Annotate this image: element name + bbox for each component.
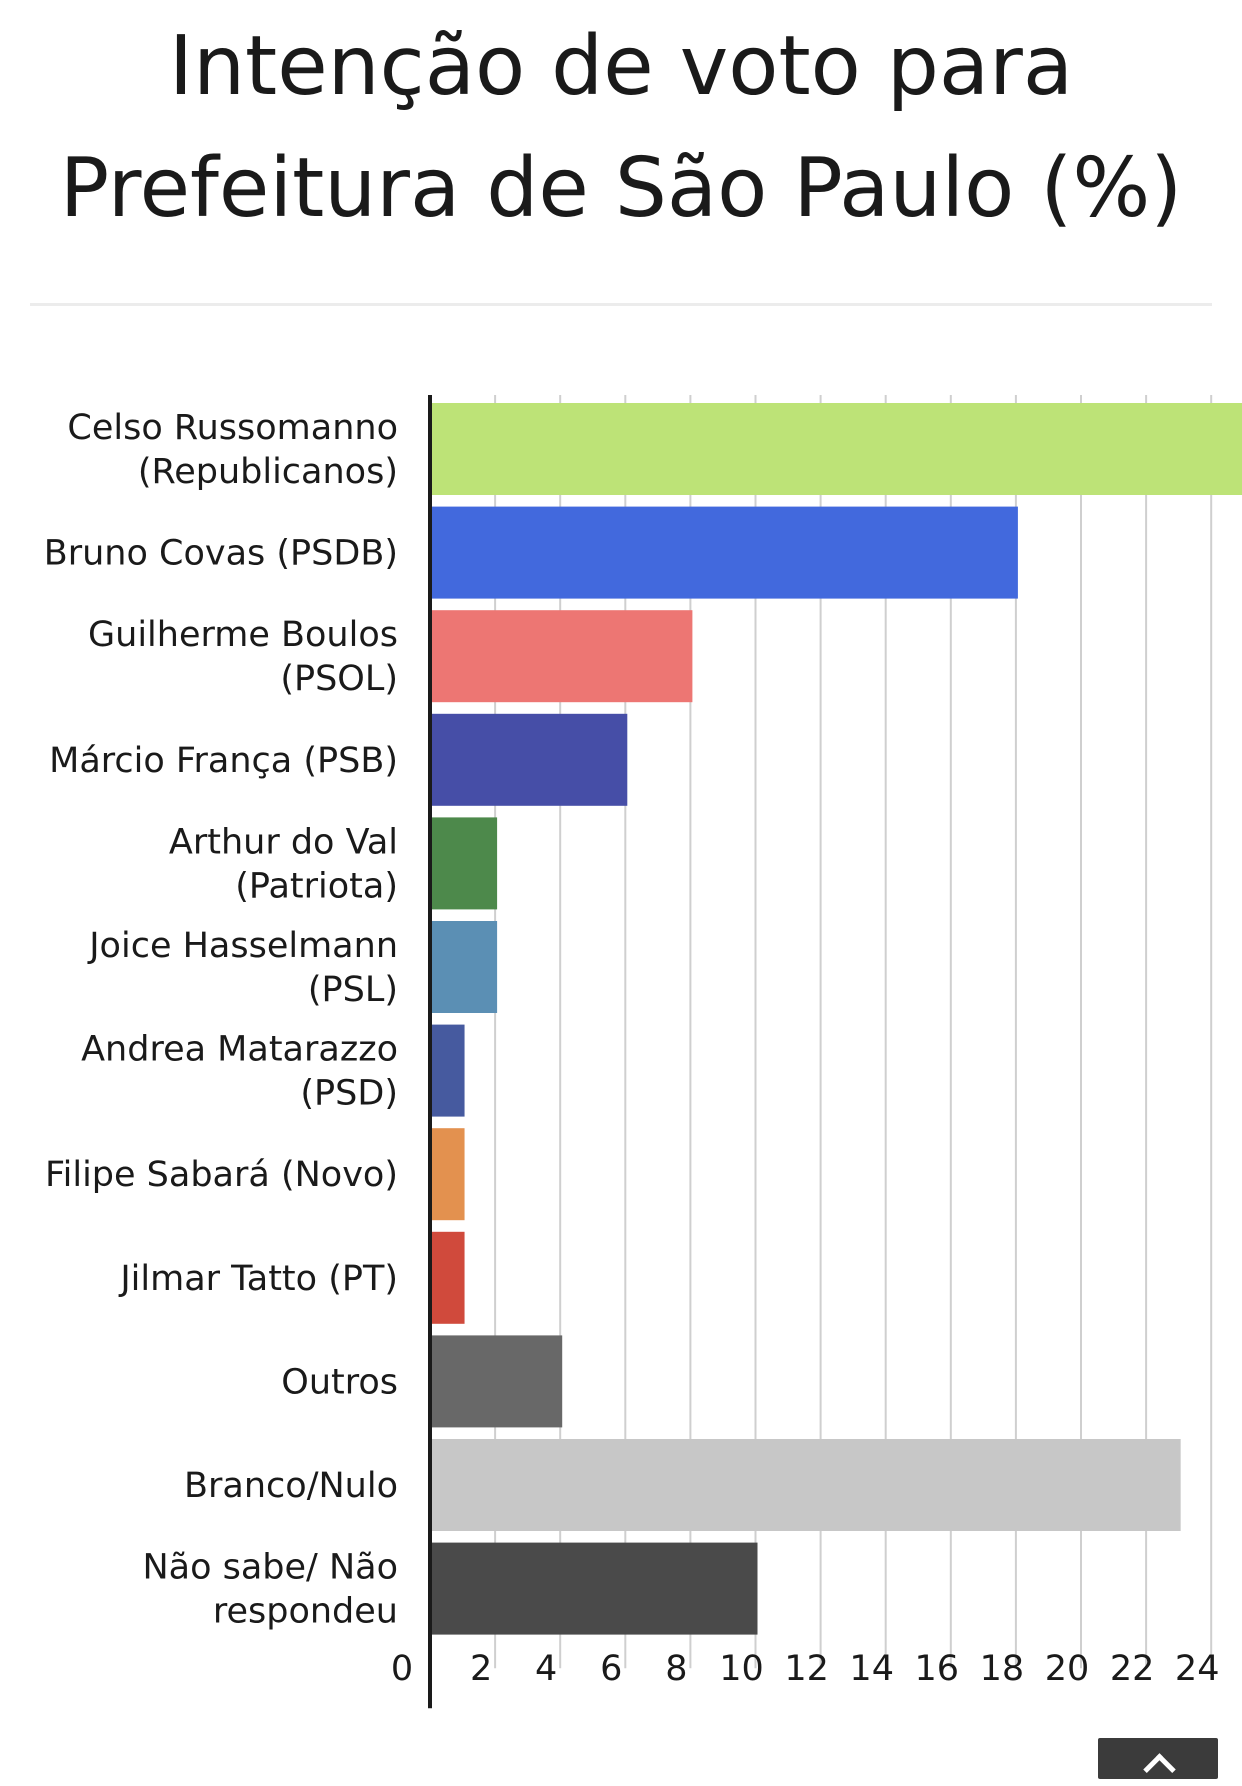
bar-3 — [432, 713, 628, 806]
tick-label-8: 8 — [665, 1649, 687, 1689]
tick-label-18: 18 — [980, 1649, 1025, 1689]
category-label-10-line-0: Branco/Nulo — [184, 1466, 398, 1506]
category-label-2-line-0: Guilherme Boulos — [88, 615, 398, 655]
category-label-8-line-0: Jilmar Tatto (PT) — [118, 1259, 398, 1299]
tick-label-14: 14 — [849, 1649, 894, 1689]
bar-7 — [432, 1128, 465, 1221]
scroll-to-top-button[interactable] — [1098, 1738, 1218, 1786]
category-label-11-line-0: Não sabe/ Não — [142, 1548, 398, 1588]
chart-title-line-1: Intenção de voto para — [168, 19, 1074, 114]
bar-4 — [432, 817, 498, 910]
tick-label-22: 22 — [1110, 1649, 1155, 1689]
tick-label-4: 4 — [535, 1649, 557, 1689]
bar-10 — [432, 1439, 1181, 1531]
category-label-5-line-1: (PSL) — [308, 970, 398, 1010]
tick-label-10: 10 — [719, 1649, 764, 1689]
bar-8 — [432, 1231, 465, 1324]
category-label-8: Jilmar Tatto (PT) — [118, 1259, 398, 1299]
chart-title: Intenção de voto para Prefeitura de São … — [0, 6, 1242, 250]
category-label-2-line-1: (PSOL) — [280, 659, 398, 699]
category-label-1: Bruno Covas (PSDB) — [44, 534, 398, 574]
category-label-6: Andrea Matarazzo (PSD) — [81, 1030, 398, 1114]
category-label-0: Celso Russomanno (Republicanos) — [67, 408, 398, 492]
category-label-4: Arthur do Val (Patriota) — [169, 822, 398, 906]
category-label-6-line-1: (PSD) — [300, 1074, 398, 1114]
category-label-7-line-0: Filipe Sabará (Novo) — [45, 1155, 398, 1195]
chevron-up-icon — [1143, 1753, 1176, 1786]
category-label-3: Márcio França (PSB) — [49, 741, 398, 781]
bar-6 — [432, 1024, 465, 1117]
category-label-4-line-0: Arthur do Val — [169, 822, 398, 862]
category-label-11-line-1: respondeu — [213, 1592, 398, 1632]
category-label-3-line-0: Márcio França (PSB) — [49, 741, 398, 781]
category-label-9-line-0: Outros — [281, 1362, 398, 1402]
category-label-5: Joice Hasselmann (PSL) — [87, 926, 398, 1010]
tick-label-16: 16 — [915, 1649, 960, 1689]
title-divider — [30, 303, 1212, 306]
tick-label-12: 12 — [784, 1649, 829, 1689]
bar-9 — [432, 1335, 563, 1428]
bar-11 — [432, 1542, 758, 1635]
category-label-0-line-1: (Republicanos) — [138, 452, 398, 492]
category-label-0-line-0: Celso Russomanno — [67, 408, 398, 448]
tick-label-20: 20 — [1045, 1649, 1090, 1689]
category-label-2: Guilherme Boulos (PSOL) — [88, 615, 398, 699]
bar-1 — [432, 506, 1018, 599]
tick-label-24: 24 — [1175, 1649, 1220, 1689]
tick-label-2: 2 — [470, 1649, 492, 1689]
bar-5 — [432, 921, 498, 1013]
tick-label-6: 6 — [600, 1649, 622, 1689]
category-label-11: Não sabe/ Não respondeu — [142, 1548, 398, 1632]
category-label-5-line-0: Joice Hasselmann — [87, 926, 398, 966]
tick-label-0: 0 — [391, 1649, 413, 1689]
category-label-7: Filipe Sabará (Novo) — [45, 1155, 398, 1195]
bar-2 — [432, 610, 693, 703]
category-label-1-line-0: Bruno Covas (PSDB) — [44, 534, 398, 574]
category-label-6-line-0: Andrea Matarazzo — [81, 1030, 398, 1070]
chart-title-line-2: Prefeitura de São Paulo (%) — [59, 141, 1183, 236]
category-label-4-line-1: (Patriota) — [235, 866, 398, 906]
bar-0 — [432, 403, 1242, 495]
category-label-10: Branco/Nulo — [184, 1466, 398, 1506]
category-label-9: Outros — [281, 1362, 398, 1402]
